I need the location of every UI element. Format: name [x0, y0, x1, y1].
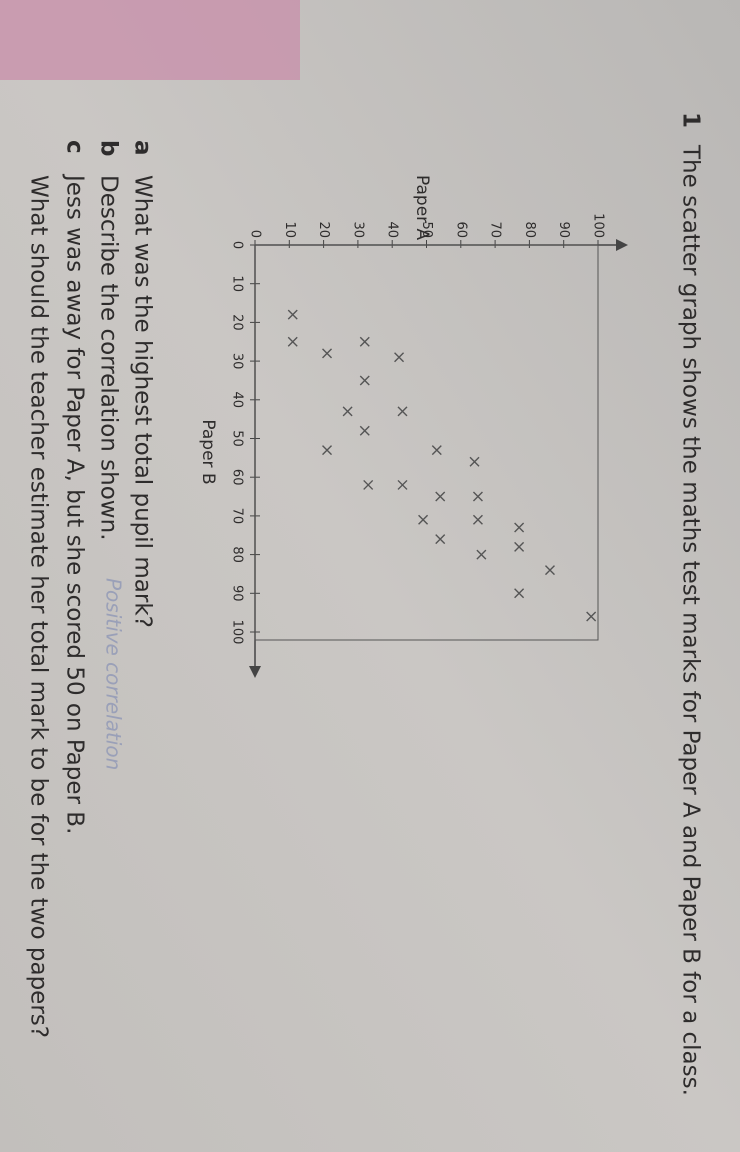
question-letter: c [62, 140, 88, 154]
point [514, 541, 525, 552]
pink-edge [0, 0, 300, 80]
x-tick-label: 10 [230, 275, 245, 292]
scatter-chart: 0 10 20 30 40 50 60 70 80 90 100 0 10 20 30 40 50 60 70 80 9… [230, 213, 606, 644]
y-tick-label: 50 [419, 221, 434, 238]
question-text: Jess was away for Paper A, but she score… [62, 173, 88, 834]
question-text: Describe the correlation shown. [96, 175, 122, 541]
question-text: What was the highest total pupil mark? [130, 175, 156, 628]
point [469, 456, 480, 467]
arrow [249, 666, 261, 678]
point [359, 336, 370, 347]
point [359, 375, 370, 386]
y-tick-label: 60 [453, 221, 468, 238]
point [514, 588, 525, 599]
x-tick-label: 100 [230, 620, 245, 645]
point [476, 549, 487, 560]
y-tick-label: 0 [248, 230, 263, 238]
point [514, 522, 525, 533]
point [418, 514, 429, 525]
y-tick-label: 100 [591, 213, 606, 238]
y-tick-label: 70 [488, 221, 503, 238]
x-tick-label: 40 [230, 392, 245, 409]
handwritten-answer: Positive correlation [102, 578, 126, 770]
x-tick-label: 60 [230, 469, 245, 486]
point [472, 491, 483, 502]
point [431, 445, 442, 456]
y-axis-label: Paper A [412, 175, 432, 241]
y-tick-label: 20 [316, 221, 331, 238]
question-text: What should the teacher estimate her tot… [26, 175, 52, 1038]
point [397, 479, 408, 490]
point [472, 514, 483, 525]
x-tick-label: 70 [230, 508, 245, 525]
point [435, 491, 446, 502]
x-tick-label: 50 [230, 430, 245, 447]
question-letter: a [130, 140, 156, 156]
point [342, 406, 353, 417]
arrow [616, 239, 628, 251]
x-tick-label: 80 [230, 546, 245, 563]
x-tick-label: 20 [230, 314, 245, 331]
point [359, 425, 370, 436]
question-letter: b [96, 140, 122, 156]
point [322, 348, 333, 359]
point [287, 336, 298, 347]
point [397, 406, 408, 417]
intro: The scatter graph shows the maths test m… [678, 144, 704, 1096]
point [394, 352, 405, 363]
x-tick-label: 0 [230, 241, 245, 249]
y-tick-label: 80 [522, 221, 537, 238]
frame-box [254, 244, 599, 641]
y-tick-label: 40 [385, 221, 400, 238]
x-tick-label: 90 [230, 585, 245, 602]
point [435, 534, 446, 545]
x-axis-label: Paper B [198, 419, 218, 484]
y-tick-label: 10 [282, 221, 297, 238]
x-tick-label: 30 [230, 353, 245, 370]
y-tick-label: 30 [350, 221, 365, 238]
point [363, 479, 374, 490]
point [586, 611, 597, 622]
question-number: 1 [678, 112, 704, 128]
point [322, 445, 333, 456]
point [287, 309, 298, 320]
y-tick-label: 90 [556, 221, 571, 238]
point [544, 565, 555, 576]
